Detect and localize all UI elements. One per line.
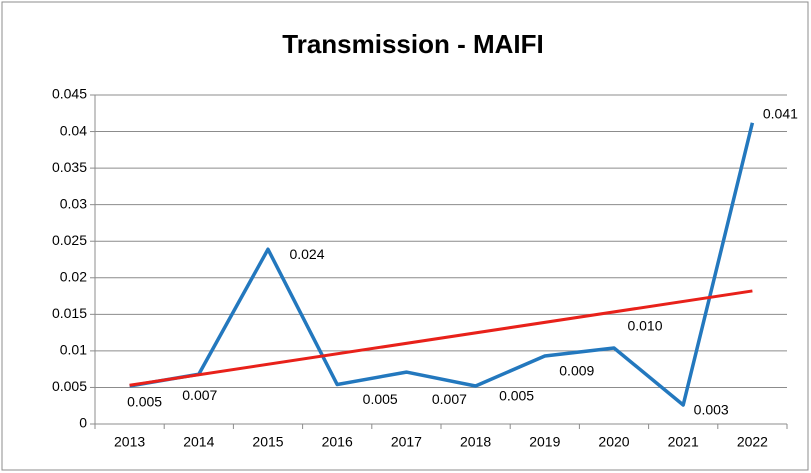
data-label: 0.041 (763, 105, 798, 121)
y-tick-label: 0.01 (60, 342, 87, 358)
data-label: 0.005 (127, 394, 162, 410)
y-tick-label: 0.035 (52, 159, 87, 175)
chart-title: Transmission - MAIFI (282, 29, 544, 59)
data-label: 0.003 (694, 402, 729, 418)
x-tick-label: 2021 (668, 434, 699, 450)
y-tick-label: 0.015 (52, 305, 87, 321)
data-label: 0.005 (363, 391, 398, 407)
x-tick-label: 2020 (598, 434, 629, 450)
data-label: 0.007 (182, 387, 217, 403)
data-label: 0.009 (559, 363, 594, 379)
x-tick-label: 2022 (737, 434, 768, 450)
y-tick-label: 0 (79, 415, 87, 431)
x-tick-label: 2018 (460, 434, 491, 450)
x-tick-label: 2019 (529, 434, 560, 450)
x-tick-label: 2014 (183, 434, 214, 450)
data-label: 0.010 (627, 318, 662, 334)
x-tick-label: 2015 (252, 434, 283, 450)
y-tick-label: 0.025 (52, 232, 87, 248)
data-label: 0.024 (289, 246, 324, 262)
line-series (129, 122, 755, 407)
y-tick-label: 0.02 (60, 268, 87, 284)
data-label: 0.007 (432, 391, 467, 407)
y-tick-label: 0.04 (60, 122, 87, 138)
x-tick-label: 2016 (322, 434, 353, 450)
y-tick-label: 0.045 (52, 86, 87, 102)
data-label: 0.005 (499, 388, 534, 404)
x-tick-label: 2013 (114, 434, 145, 450)
y-tick-label: 0.005 (52, 378, 87, 394)
x-tick-label: 2017 (391, 434, 422, 450)
y-tick-label: 0.03 (60, 195, 87, 211)
trend-line (129, 289, 753, 387)
